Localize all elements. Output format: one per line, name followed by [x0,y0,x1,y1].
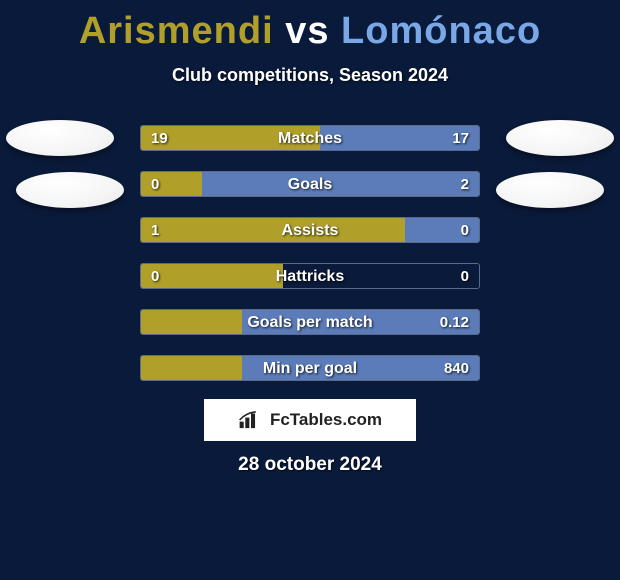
player2-name: Lomónaco [341,10,541,52]
logo-prefix: Fc [270,410,290,429]
avatar-placeholder [496,172,604,208]
stat-label: Min per goal [141,356,479,381]
vs-text: vs [285,10,329,52]
stat-row: 840Min per goal [140,355,480,381]
stat-row: 1917Matches [140,125,480,151]
stat-label: Goals [141,172,479,197]
stat-label: Hattricks [141,264,479,289]
avatar-placeholder [6,120,114,156]
stat-label: Goals per match [141,310,479,335]
stat-label: Assists [141,218,479,243]
avatar-placeholder [16,172,124,208]
subtitle: Club competitions, Season 2024 [0,65,620,86]
stats-bars: 1917Matches 02Goals 10Assists 00Hattricks 0.… [140,125,480,401]
stat-row: 00Hattricks [140,263,480,289]
logo-suffix: .com [342,410,382,429]
stat-label: Matches [141,126,479,151]
stat-row: 0.12Goals per match [140,309,480,335]
fctables-logo: FcTables.com [204,399,416,441]
comparison-title: Arismendi vs Lomónaco [0,0,620,53]
bar-chart-icon [238,409,264,431]
date-text: 28 october 2024 [0,454,620,476]
player1-name: Arismendi [79,10,274,52]
logo-text: FcTables.com [270,410,382,430]
stat-row: 10Assists [140,217,480,243]
avatar-placeholder [506,120,614,156]
stat-row: 02Goals [140,171,480,197]
logo-bold: Tables [290,410,343,429]
